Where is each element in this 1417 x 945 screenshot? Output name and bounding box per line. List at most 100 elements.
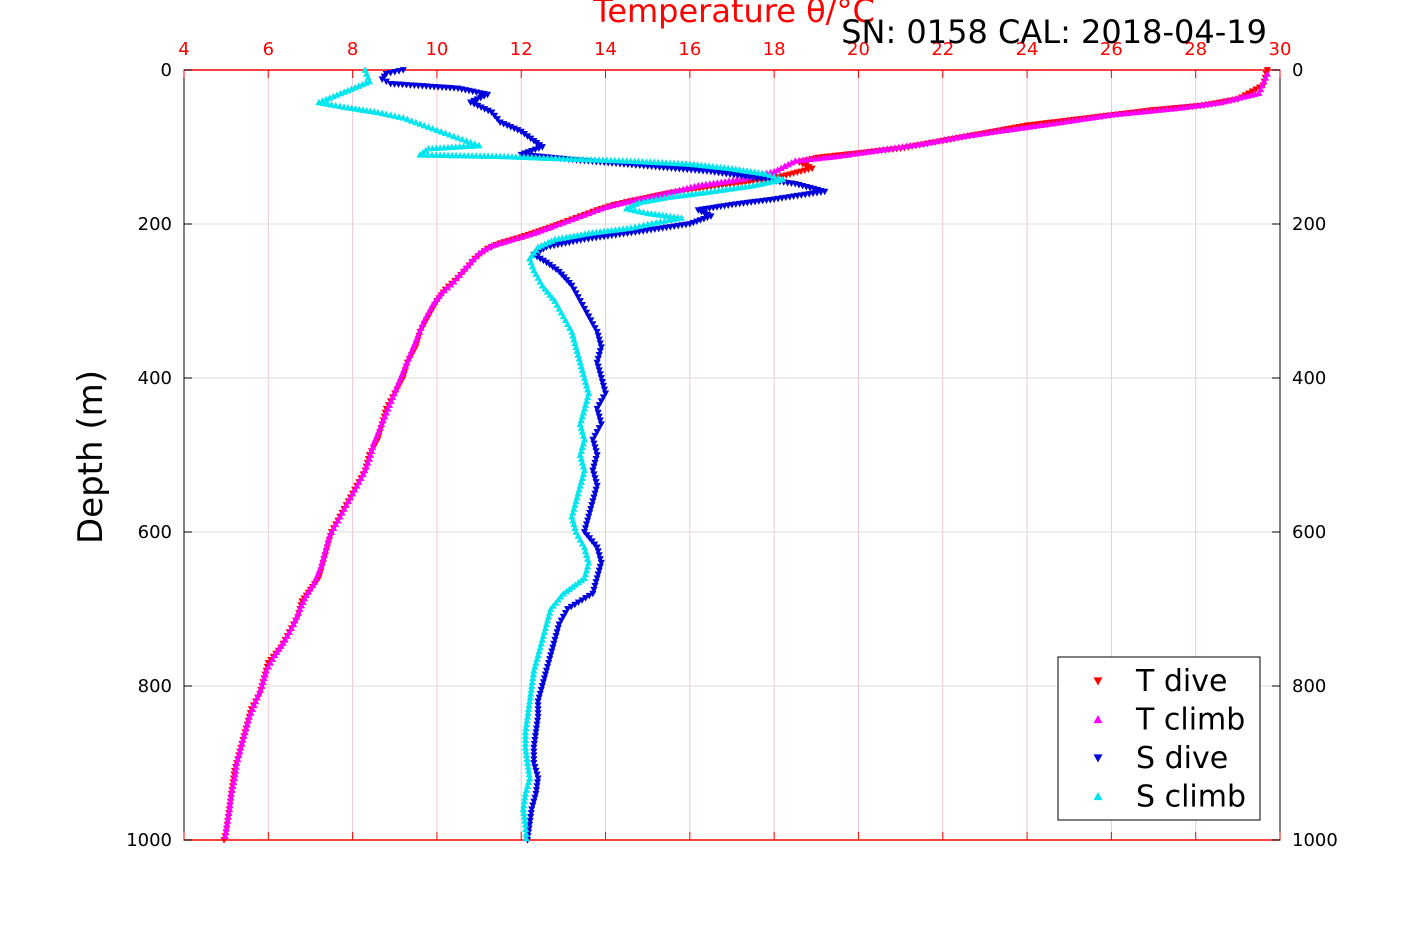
data-point bbox=[571, 524, 579, 532]
data-point bbox=[226, 797, 234, 805]
data-point bbox=[382, 78, 390, 86]
data-point bbox=[517, 233, 525, 240]
x-tick-label: 30 bbox=[1269, 39, 1292, 60]
data-point bbox=[594, 548, 602, 555]
data-point bbox=[590, 463, 598, 471]
data-point bbox=[325, 532, 334, 539]
data-point bbox=[529, 802, 537, 809]
data-point bbox=[262, 667, 270, 674]
data-point bbox=[677, 214, 686, 221]
data-point bbox=[596, 340, 604, 347]
data-point bbox=[537, 640, 545, 647]
data-point bbox=[592, 448, 600, 455]
data-point bbox=[543, 616, 552, 624]
data-point bbox=[469, 255, 478, 263]
data-point bbox=[589, 590, 597, 598]
data-point bbox=[669, 215, 677, 223]
data-point bbox=[582, 309, 591, 317]
data-point bbox=[591, 444, 599, 451]
data-point bbox=[569, 332, 577, 339]
data-point bbox=[598, 378, 606, 386]
data-point bbox=[336, 102, 344, 110]
y-tick-label-left: 400 bbox=[138, 368, 172, 389]
data-point bbox=[408, 117, 416, 124]
data-point bbox=[524, 763, 532, 770]
data-point bbox=[576, 451, 584, 458]
data-point bbox=[332, 101, 340, 109]
x-tick-label: 6 bbox=[263, 39, 274, 60]
data-point bbox=[467, 258, 475, 266]
data-point bbox=[443, 283, 452, 291]
data-point bbox=[232, 763, 240, 770]
data-point bbox=[639, 198, 648, 205]
data-point bbox=[521, 232, 530, 239]
data-point bbox=[537, 686, 545, 694]
x-tick-label: 16 bbox=[678, 39, 701, 60]
data-point bbox=[600, 386, 609, 394]
data-point bbox=[535, 647, 543, 655]
data-point bbox=[574, 599, 583, 606]
data-point bbox=[367, 447, 376, 455]
data-point bbox=[369, 443, 377, 451]
y-tick-label-right: 600 bbox=[1292, 522, 1326, 543]
data-point bbox=[474, 102, 482, 110]
data-point bbox=[452, 274, 461, 282]
data-point bbox=[594, 332, 602, 340]
data-point bbox=[547, 652, 555, 659]
data-point bbox=[467, 99, 475, 106]
data-point bbox=[546, 656, 554, 663]
x-tick-label: 12 bbox=[510, 39, 533, 60]
data-point bbox=[568, 513, 576, 520]
data-point bbox=[1248, 88, 1256, 95]
data-point bbox=[521, 790, 530, 797]
data-point bbox=[445, 131, 454, 138]
data-point bbox=[412, 118, 420, 126]
data-point bbox=[593, 452, 601, 459]
y-tick-label-left: 200 bbox=[138, 214, 172, 235]
data-point bbox=[532, 725, 541, 732]
data-point bbox=[545, 613, 553, 620]
data-point bbox=[555, 220, 563, 227]
x-tick-label: 10 bbox=[425, 39, 448, 60]
data-point bbox=[639, 221, 648, 229]
data-point bbox=[523, 755, 531, 763]
data-point bbox=[224, 817, 232, 824]
data-point bbox=[592, 579, 600, 586]
data-point bbox=[523, 759, 532, 766]
data-point bbox=[521, 728, 530, 736]
data-point bbox=[585, 559, 593, 566]
data-point bbox=[225, 805, 234, 813]
data-point bbox=[546, 261, 554, 269]
data-point bbox=[477, 104, 485, 111]
data-point bbox=[572, 343, 580, 351]
data-point bbox=[530, 760, 538, 767]
data-point bbox=[576, 298, 584, 305]
data-point bbox=[538, 683, 546, 690]
data-point bbox=[437, 128, 445, 135]
data-point bbox=[589, 436, 597, 444]
data-point bbox=[378, 76, 386, 83]
data-point bbox=[577, 455, 585, 462]
data-point bbox=[259, 678, 267, 686]
data-point bbox=[539, 679, 547, 686]
data-point bbox=[589, 467, 597, 474]
data-point bbox=[587, 506, 595, 513]
y-tick-label-left: 600 bbox=[138, 522, 172, 543]
data-point bbox=[579, 470, 588, 478]
data-point bbox=[521, 817, 529, 824]
data-point bbox=[569, 509, 577, 516]
data-point bbox=[574, 351, 582, 358]
data-point bbox=[1245, 90, 1253, 97]
data-point bbox=[589, 321, 597, 328]
data-point bbox=[526, 774, 534, 782]
data-point bbox=[597, 398, 605, 405]
data-point bbox=[580, 466, 589, 474]
data-point bbox=[530, 756, 538, 763]
data-point bbox=[577, 447, 585, 455]
data-point bbox=[440, 286, 448, 294]
data-point bbox=[581, 570, 590, 578]
data-point bbox=[522, 751, 531, 759]
data-point bbox=[488, 109, 496, 116]
data-point bbox=[578, 443, 586, 451]
data-point bbox=[584, 555, 592, 562]
